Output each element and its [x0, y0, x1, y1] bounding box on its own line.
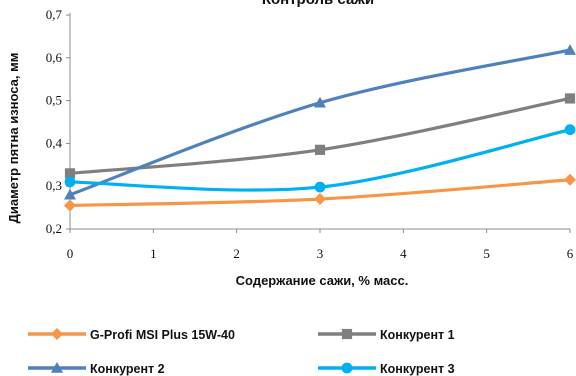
data-point-square [64, 168, 76, 179]
legend-label: G-Profi MSI Plus 15W-40 [90, 328, 235, 342]
data-point-diamond [64, 199, 76, 212]
x-tick-label: 3 [317, 246, 324, 261]
data-point-square [314, 144, 326, 155]
legend-label: Конкурент 2 [90, 362, 165, 376]
x-axis-title: Содержание сажи, % масс. [236, 273, 409, 288]
data-point-circle [341, 362, 353, 374]
data-point-circle [64, 176, 76, 188]
y-tick-label: 0,2 [46, 221, 62, 236]
legend-item: Конкурент 2 [28, 362, 165, 376]
x-tick-label: 5 [483, 246, 490, 261]
legend-item: G-Profi MSI Plus 15W-40 [28, 328, 235, 342]
series-line [68, 96, 572, 175]
series-2 [64, 93, 576, 179]
data-point-triangle [314, 96, 326, 108]
x-tick-label: 1 [150, 246, 157, 261]
chart-title: Контроль сажи [262, 0, 374, 8]
y-tick-label: 0,5 [46, 93, 62, 108]
legend-label: Конкурент 3 [380, 362, 455, 376]
legend: G-Profi MSI Plus 15W-40 Конкурент 1 Конкур… [28, 328, 455, 376]
data-point-square [564, 93, 576, 104]
y-tick-label: 0,3 [46, 178, 62, 193]
y-tick-label: 0,7 [46, 7, 63, 22]
series-1 [64, 173, 576, 212]
data-point-square [341, 328, 353, 340]
y-tick-label: 0,4 [46, 135, 63, 150]
data-point-diamond [314, 193, 326, 206]
series-line [68, 48, 572, 197]
data-point-triangle [51, 362, 63, 373]
data-point-triangle [64, 188, 76, 200]
series-line [68, 128, 572, 192]
x-tick-label: 6 [567, 246, 574, 261]
data-point-circle [564, 124, 576, 136]
data-point-triangle [564, 44, 576, 55]
axes: 0,2 0,3 0,4 0,5 0,6 0,7 0 1 2 3 4 5 6 [46, 7, 574, 261]
legend-item: Конкурент 1 [318, 328, 455, 342]
x-tick-label: 0 [67, 246, 74, 261]
x-tick-label: 2 [233, 246, 240, 261]
series-layer [64, 44, 576, 212]
data-point-diamond [564, 173, 576, 186]
x-tick-label: 4 [400, 246, 407, 261]
series-4 [64, 124, 576, 193]
y-tick-label: 0,6 [46, 50, 63, 65]
series-3 [64, 44, 576, 200]
data-point-circle [314, 181, 326, 193]
legend-item: Конкурент 3 [318, 362, 455, 376]
legend-label: Конкурент 1 [380, 328, 455, 342]
y-axis-title: Диаметр пятна износа, мм [6, 53, 21, 224]
data-point-diamond [51, 328, 63, 340]
